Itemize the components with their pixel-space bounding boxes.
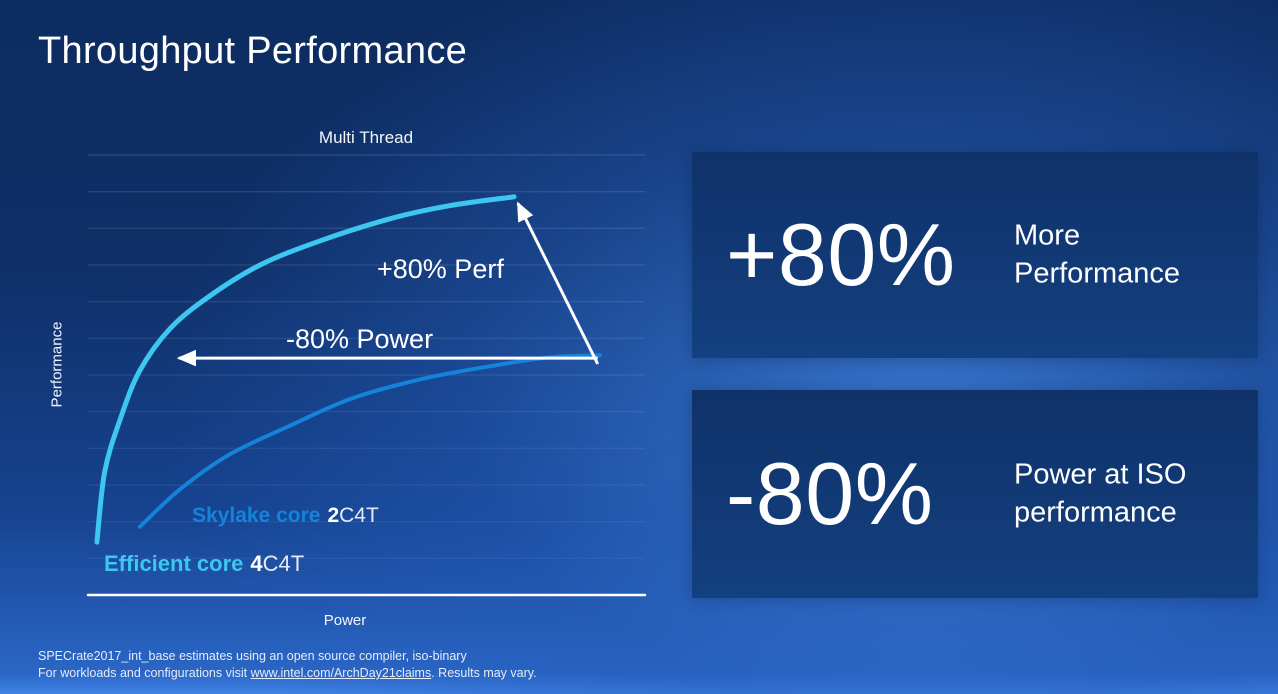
- stat-value-performance: +80%: [726, 205, 956, 304]
- legend-efficient-core: Efficient core 4C4T: [104, 551, 304, 577]
- stat-panel-performance: +80% More Performance: [692, 152, 1258, 358]
- stat-label-power: Power at ISO performance: [1014, 458, 1187, 529]
- annotation-power-save-label: -80% Power: [286, 324, 434, 354]
- legend-skylake-core: Skylake core 2C4T: [192, 504, 379, 528]
- page-title: Throughput Performance: [38, 30, 468, 72]
- legend-skylake-cores: 2: [327, 504, 340, 527]
- stat-panel-power: -80% Power at ISO performance: [692, 390, 1258, 598]
- chart-title: Multi Thread: [318, 128, 414, 147]
- annotation-perf-gain-label: +80% Perf: [377, 254, 504, 284]
- stat-label-performance: More Performance: [1014, 219, 1181, 290]
- y-axis-label: Performance: [48, 321, 66, 408]
- legend-skylake-config: C4T: [339, 504, 379, 527]
- footer-line2: For workloads and configurations visit w…: [38, 665, 537, 682]
- stat-value-power: -80%: [726, 444, 934, 543]
- annotation-arrow-perf-gain: [516, 201, 600, 365]
- x-axis-label: Power: [323, 612, 367, 629]
- legend-efficient-cores: 4: [250, 551, 263, 576]
- legend-efficient-name: Efficient core: [104, 551, 244, 576]
- footer-line2-suffix: . Results may vary.: [431, 666, 537, 680]
- footer-line1: SPECrate2017_int_base estimates using an…: [38, 649, 467, 663]
- footer-disclaimer: SPECrate2017_int_base estimates using an…: [38, 648, 537, 682]
- footer-claims-link[interactable]: www.intel.com/ArchDay21claims: [250, 666, 432, 680]
- legend-efficient-config: C4T: [262, 551, 305, 576]
- series-curve-1: [137, 353, 602, 529]
- series-curve-0: [94, 194, 517, 545]
- legend-skylake-name: Skylake core: [192, 504, 321, 527]
- footer-line2-prefix: For workloads and configurations visit: [38, 666, 251, 680]
